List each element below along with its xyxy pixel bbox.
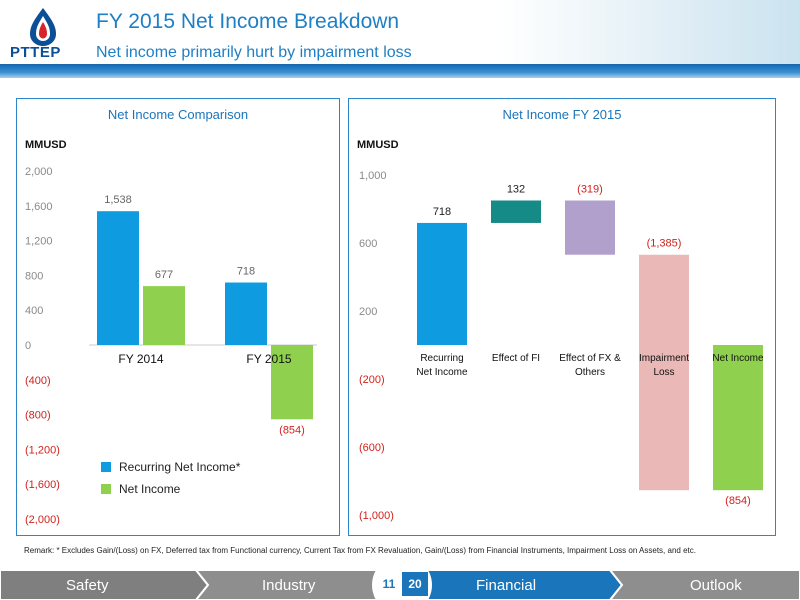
legend-swatch (101, 484, 111, 494)
bar-data-label: 677 (155, 269, 173, 281)
y-tick-label: 1,000 (359, 170, 387, 182)
page-subtitle: Net income primarily hurt by impairment … (96, 44, 412, 61)
waterfall-data-label: (1,385) (647, 238, 682, 250)
header-background-art (500, 0, 800, 64)
y-tick-label: (600) (359, 442, 385, 454)
net-income-comparison-panel: Net Income Comparison MMUSD 2,000 1,600 1,… (16, 98, 340, 536)
header-rule (0, 64, 800, 78)
bar-net-income (271, 345, 313, 420)
right-chart-unit: MMUSD (357, 139, 399, 151)
bar-data-label: 718 (237, 266, 255, 278)
section-nav-bar: Safety Industry Financial Outlook 11 20 (0, 570, 800, 600)
logo-text: PTTEP (10, 44, 61, 61)
nav-item-safety[interactable]: Safety (66, 577, 109, 594)
y-tick-label: (1,200) (25, 444, 60, 456)
bar-data-label: (854) (279, 424, 305, 436)
y-tick-label: (200) (359, 374, 385, 386)
y-tick-label: 0 (25, 340, 31, 352)
x-category-label: FY 2014 (118, 352, 163, 366)
bar-recurring (97, 211, 139, 345)
page-number-total: 20 (402, 572, 428, 596)
x-category-label: Net Income (416, 367, 468, 378)
waterfall-bar (565, 200, 615, 255)
nav-segment (608, 570, 800, 600)
bar-net-income (143, 286, 185, 345)
net-income-fy2015-panel: Net Income FY 2015 MMUSD 1,000 600 200 (200… (348, 98, 776, 536)
waterfall-bar (491, 200, 541, 223)
x-category-label: Effect of FI (492, 353, 540, 364)
y-tick-label: (1,600) (25, 479, 60, 491)
right-chart-title: Net Income FY 2015 (502, 107, 622, 122)
x-category-label: Net Income (712, 353, 764, 364)
nav-segment (194, 570, 414, 600)
waterfall-bar (713, 345, 763, 491)
x-category-label: Impairment (639, 353, 689, 364)
x-category-label: Others (575, 367, 605, 378)
y-tick-label: (800) (25, 410, 51, 422)
y-tick-label: 1,200 (25, 236, 53, 248)
slide-header: PTTEP FY 2015 Net Income Breakdown Net i… (0, 0, 800, 84)
waterfall-data-label: 132 (507, 184, 525, 196)
left-chart-title: Net Income Comparison (107, 107, 249, 122)
y-tick-label: (1,000) (359, 510, 394, 522)
waterfall-data-label: (319) (577, 184, 603, 196)
legend-label: Net Income (119, 482, 181, 496)
y-tick-label: (2,000) (25, 514, 60, 526)
x-category-label: Effect of FX & (559, 353, 621, 364)
waterfall-bar (639, 254, 689, 491)
y-tick-label: 200 (359, 306, 377, 318)
y-tick-label: 2,000 (25, 166, 53, 178)
page-title: FY 2015 Net Income Breakdown (96, 10, 400, 33)
pttep-logo-icon (30, 8, 56, 46)
y-tick-label: 400 (25, 305, 43, 317)
nav-item-outlook[interactable]: Outlook (690, 577, 742, 594)
net-income-comparison-chart: 2,000 1,600 1,200 800 400 0 (400) (800) (1,200) (… (25, 166, 317, 526)
nav-item-industry[interactable]: Industry (262, 577, 316, 594)
y-tick-label: 600 (359, 238, 377, 250)
y-tick-label: 1,600 (25, 201, 53, 213)
waterfall-bar (417, 222, 467, 345)
nav-item-financial[interactable]: Financial (476, 577, 537, 594)
x-category-label: FY 2015 (246, 352, 291, 366)
bar-recurring (225, 282, 267, 345)
remark-footnote: Remark: * Excludes Gain/(Loss) on FX, De… (24, 546, 696, 555)
legend-label: Recurring Net Income* (119, 460, 241, 474)
page-number-current: 11 (376, 572, 402, 596)
left-chart-unit: MMUSD (25, 139, 67, 151)
legend-swatch (101, 462, 111, 472)
waterfall-data-label: (854) (725, 495, 751, 507)
waterfall-data-label: 718 (433, 206, 451, 218)
x-category-label: Loss (653, 367, 674, 378)
y-tick-label: 800 (25, 270, 43, 282)
bar-data-label: 1,538 (104, 194, 132, 206)
x-category-label: Recurring (420, 353, 463, 364)
y-tick-label: (400) (25, 375, 51, 387)
net-income-waterfall-chart: 1,000 600 200 (200) (600) (1,000) 718 Recurring… (359, 170, 764, 522)
